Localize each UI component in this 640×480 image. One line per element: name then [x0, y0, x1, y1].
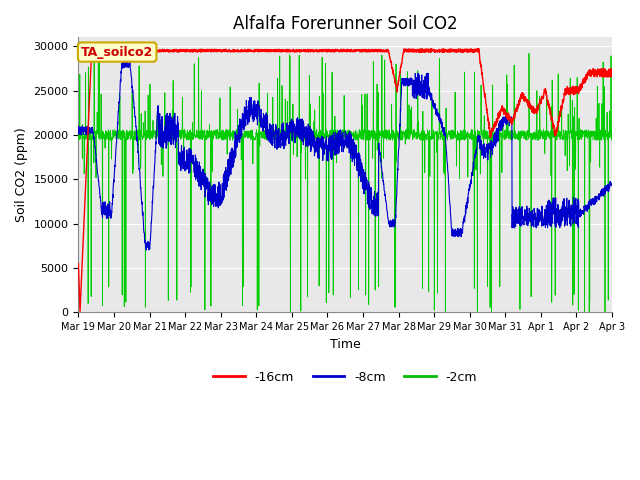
Text: TA_soilco2: TA_soilco2 [81, 46, 154, 59]
Title: Alfalfa Forerunner Soil CO2: Alfalfa Forerunner Soil CO2 [233, 15, 458, 33]
Legend: -16cm, -8cm, -2cm: -16cm, -8cm, -2cm [208, 366, 482, 389]
Y-axis label: Soil CO2 (ppm): Soil CO2 (ppm) [15, 128, 28, 222]
X-axis label: Time: Time [330, 337, 360, 351]
